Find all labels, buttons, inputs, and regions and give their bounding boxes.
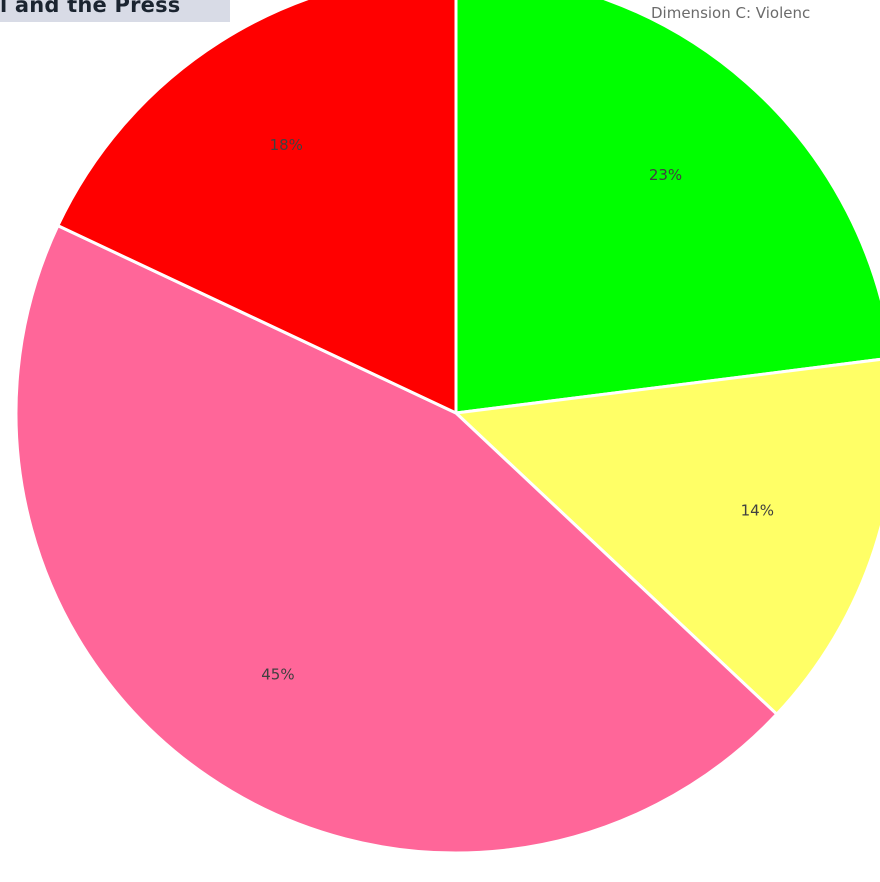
pie-labels: 23% 14% 45% 18% bbox=[261, 136, 774, 684]
pie-label-3: 18% bbox=[270, 136, 303, 154]
pie-slice-0 bbox=[454, 0, 880, 415]
header-banner-text: l and the Press bbox=[0, 0, 181, 17]
chart-title: Dimension C: Violenc bbox=[651, 4, 811, 22]
pie-label-2: 45% bbox=[261, 666, 294, 684]
pie-label-1: 14% bbox=[741, 501, 774, 519]
pie-slices bbox=[14, 0, 880, 855]
pie-slice-3 bbox=[56, 0, 458, 415]
header-banner: l and the Press bbox=[0, 0, 230, 22]
pie-label-0: 23% bbox=[649, 166, 682, 184]
pie-slice-1 bbox=[454, 357, 880, 716]
pie-slice-2 bbox=[14, 224, 779, 855]
